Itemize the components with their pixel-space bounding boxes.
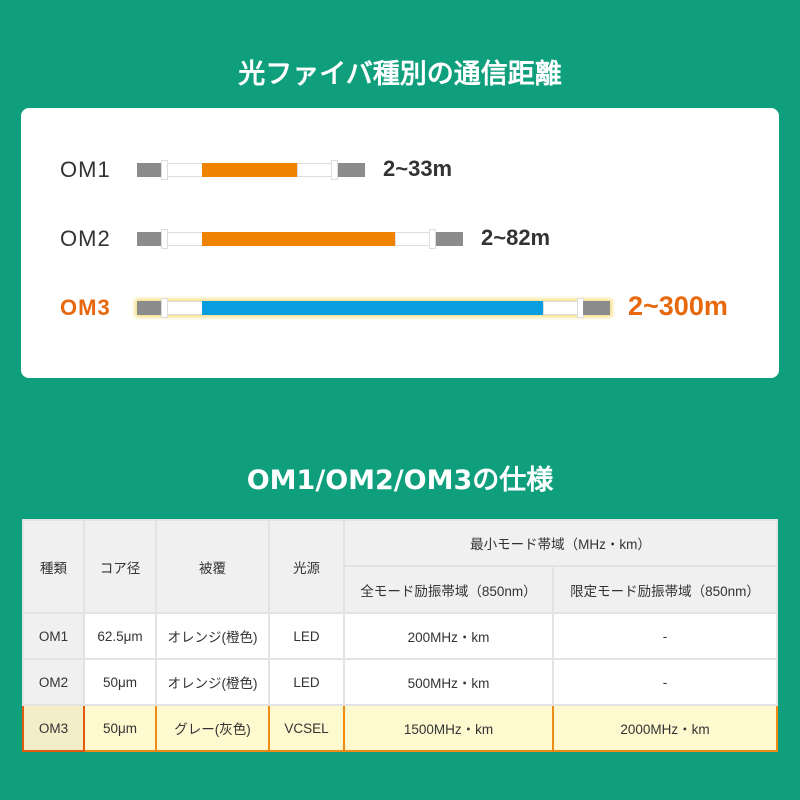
cell-core: 62.5μm	[83, 612, 157, 660]
cell-source: LED	[268, 612, 345, 660]
cell-limited-mode: -	[552, 658, 778, 706]
header-source: 光源	[268, 519, 345, 614]
cable-label-om3: OM3	[60, 295, 111, 320]
cell-limited-mode: 2000MHz・km	[552, 704, 778, 752]
cell-core: 50μm	[83, 658, 157, 706]
header-bandwidth: 最小モード帯域（MHz・km）	[343, 519, 778, 567]
distance-om2: 2~82m	[481, 225, 551, 250]
header-full-mode: 全モード励振帯域（850nm）	[343, 565, 554, 614]
table-row: OM2 50μm オレンジ(橙色) LED 500MHz・km -	[22, 658, 778, 706]
cell-core: 50μm	[83, 704, 157, 752]
cell-limited-mode: -	[552, 612, 778, 660]
cable-om1	[137, 160, 365, 180]
cell-coating: オレンジ(橙色)	[155, 612, 270, 660]
cell-full-mode: 200MHz・km	[343, 612, 554, 660]
cell-type: OM2	[22, 658, 85, 706]
header-limited-mode: 限定モード励振帯域（850nm）	[552, 565, 778, 614]
cell-coating: オレンジ(橙色)	[155, 658, 270, 706]
table-row-highlighted: OM3 50μm グレー(灰色) VCSEL 1500MHz・km 2000MH…	[22, 704, 778, 752]
cell-source: LED	[268, 658, 345, 706]
header-coating: 被覆	[155, 519, 270, 614]
distance-om1: 2~33m	[383, 156, 453, 181]
cell-full-mode: 500MHz・km	[343, 658, 554, 706]
header-core: コア径	[83, 519, 157, 614]
table-row: OM1 62.5μm オレンジ(橙色) LED 200MHz・km -	[22, 612, 778, 660]
header-type: 種類	[22, 519, 85, 614]
cable-label-om2: OM2	[60, 226, 111, 251]
cell-type: OM1	[22, 612, 85, 660]
cable-om3	[137, 298, 610, 318]
cable-label-om1: OM1	[60, 157, 111, 182]
cell-type: OM3	[22, 704, 85, 752]
cell-coating: グレー(灰色)	[155, 704, 270, 752]
cell-source: VCSEL	[268, 704, 345, 752]
cable-om2	[137, 229, 463, 249]
distance-om3: 2~300m	[628, 291, 728, 321]
distance-title: 光ファイバ種別の通信距離	[238, 59, 562, 90]
spec-title: OM1/OM2/OM3の仕様	[246, 465, 554, 496]
cell-full-mode: 1500MHz・km	[343, 704, 554, 752]
spec-table: 種類 コア径 被覆 光源 最小モード帯域（MHz・km） 全モード励振帯域（85…	[22, 519, 778, 752]
